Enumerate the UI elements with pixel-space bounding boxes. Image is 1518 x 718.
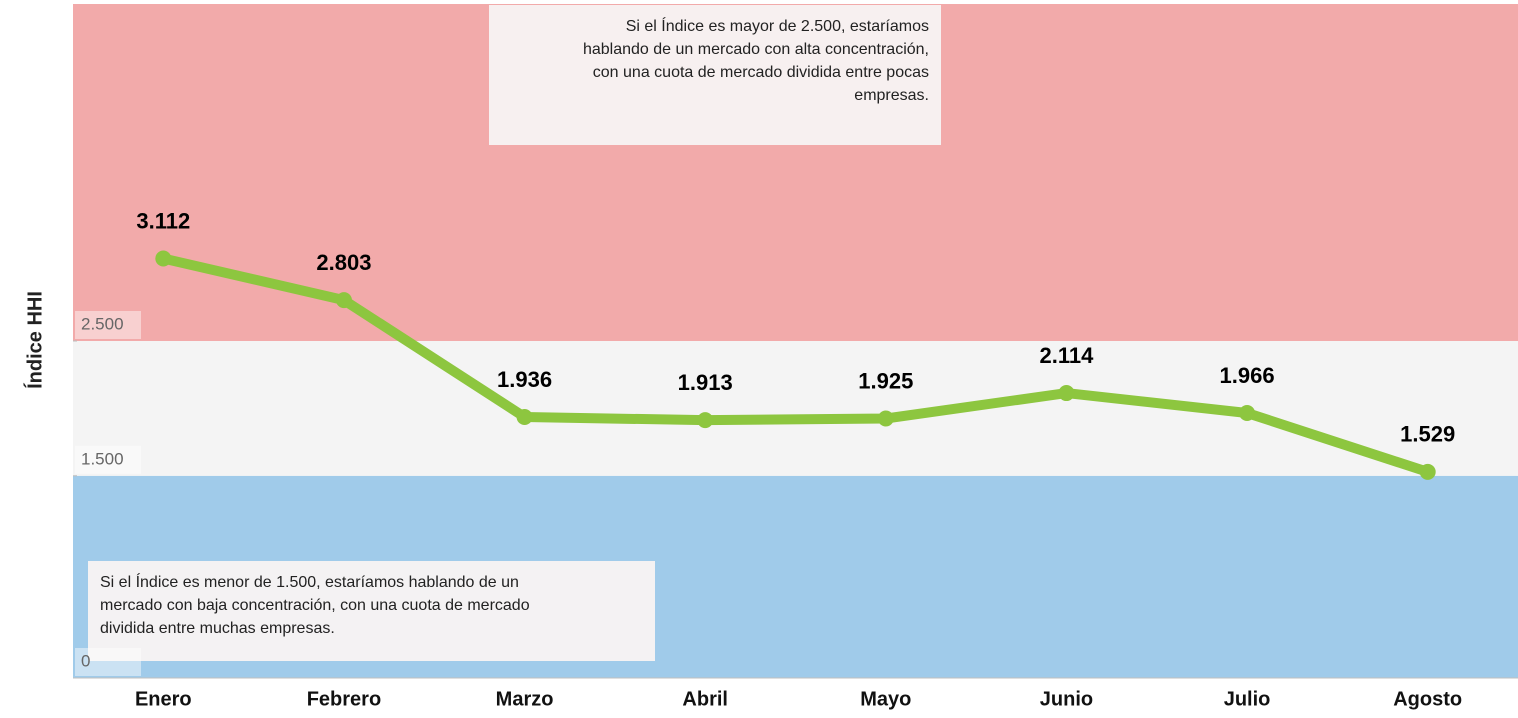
data-point (697, 412, 714, 429)
data-point (1419, 463, 1436, 480)
x-tick-label: Enero (135, 688, 192, 710)
data-point (1239, 404, 1256, 421)
annotation-text: dividida entre muchas empresas. (100, 620, 335, 637)
data-point (155, 250, 172, 267)
data-point (1058, 385, 1075, 402)
data-point (335, 292, 352, 309)
data-label: 1.529 (1400, 422, 1455, 447)
data-point (516, 409, 533, 426)
data-point (877, 410, 894, 427)
x-tick-label: Febrero (307, 688, 381, 710)
y-tick-label: 1.500 (81, 449, 124, 468)
x-tick-label: Junio (1040, 688, 1093, 710)
y-axis-label: Índice HHI (23, 291, 46, 389)
data-line (162, 253, 1430, 477)
x-tick-label: Mayo (860, 688, 911, 710)
annotation-text: empresas. (854, 87, 929, 104)
data-label: 1.966 (1220, 363, 1275, 388)
data-label: 1.925 (858, 368, 913, 393)
y-tick-label: 0 (81, 651, 90, 670)
x-tick-label: Marzo (496, 688, 554, 710)
tick-label-bg (75, 648, 141, 676)
annotation-text: Si el Índice es menor de 1.500, estaríam… (100, 572, 519, 591)
annotation-box (489, 5, 941, 145)
tick-label-bg (75, 311, 141, 339)
annotation-box (88, 561, 655, 661)
data-label: 1.913 (678, 370, 733, 395)
data-label: 2.803 (316, 250, 371, 275)
y-tick-label: 2.500 (81, 314, 124, 333)
band (73, 341, 1518, 476)
x-tick-label: Agosto (1393, 688, 1462, 710)
annotation-text: con una cuota de mercado dividida entre … (593, 64, 929, 81)
x-tick-label: Abril (682, 688, 728, 710)
annotation-text: hablando de un mercado con alta concentr… (583, 41, 929, 58)
annotation-text: Si el Índice es mayor de 2.500, estaríam… (626, 16, 929, 35)
data-label: 1.936 (497, 367, 552, 392)
annotation-text: mercado con baja concentración, con una … (100, 597, 530, 614)
data-label: 2.114 (1040, 343, 1095, 368)
data-label: 3.112 (136, 208, 190, 233)
x-tick-label: Julio (1224, 688, 1271, 710)
tick-label-bg (75, 445, 141, 474)
